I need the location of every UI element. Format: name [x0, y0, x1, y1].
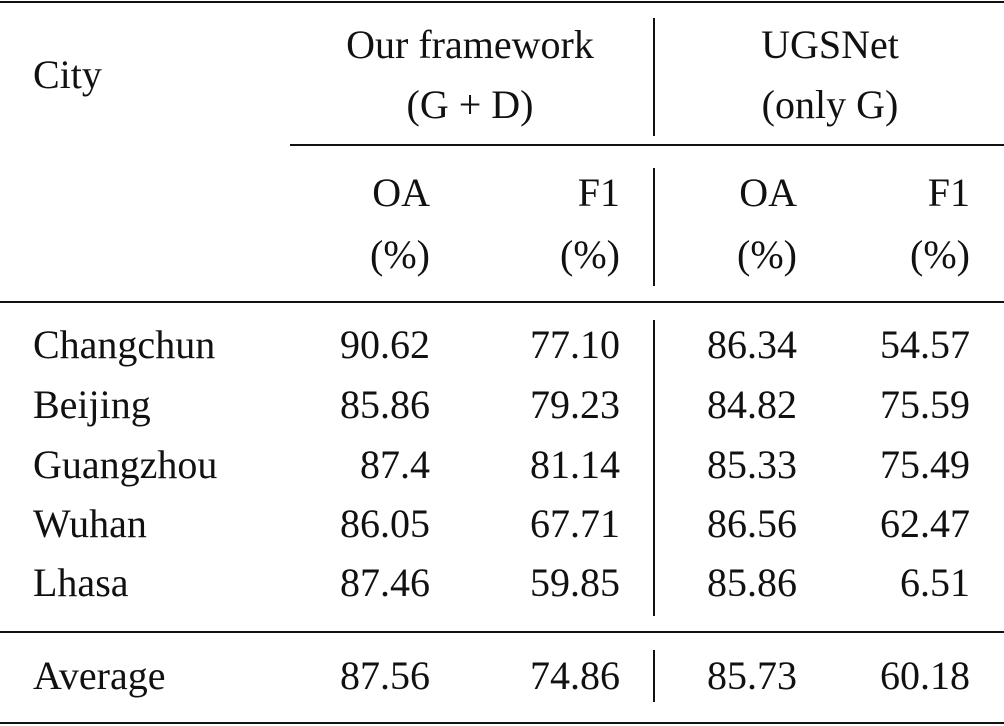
metric-value: 6.51	[900, 560, 970, 605]
average-value: 87.56	[340, 653, 430, 698]
metric-value: 75.59	[880, 382, 970, 427]
column-metric: F1	[927, 170, 970, 215]
average-value: 60.18	[880, 653, 970, 698]
city-name: Changchun	[33, 322, 216, 367]
column-metric: F1	[577, 170, 620, 215]
city-header: City	[33, 52, 102, 97]
average-value: 85.73	[707, 653, 797, 698]
top-rule	[0, 1, 1004, 3]
metric-value: 85.86	[340, 382, 430, 427]
metric-value: 87.46	[340, 560, 430, 605]
metric-value: 90.62	[340, 322, 430, 367]
column-unit: (%)	[370, 232, 430, 277]
metric-value: 85.86	[707, 560, 797, 605]
metric-value: 86.56	[707, 501, 797, 546]
metric-value: 77.10	[530, 322, 620, 367]
group-header: Our framework	[346, 22, 594, 67]
average-value: 74.86	[530, 653, 620, 698]
metric-value: 75.49	[880, 442, 970, 487]
metric-value: 54.57	[880, 322, 970, 367]
column-unit: (%)	[737, 232, 797, 277]
body-rule	[0, 631, 1004, 633]
group-header: UGSNet	[761, 22, 899, 67]
metric-value: 67.71	[530, 501, 620, 546]
metric-value: 87.4	[360, 442, 430, 487]
city-name: Lhasa	[33, 560, 129, 605]
city-name: Beijing	[33, 382, 151, 427]
column-divider	[653, 18, 655, 136]
metric-value: 86.34	[707, 322, 797, 367]
metric-value: 85.33	[707, 442, 797, 487]
column-divider	[653, 650, 655, 702]
column-unit: (%)	[560, 232, 620, 277]
group-rule	[290, 144, 1004, 146]
column-divider	[653, 320, 655, 616]
metric-value: 84.82	[707, 382, 797, 427]
column-metric: OA	[372, 170, 430, 215]
metric-value: 79.23	[530, 382, 620, 427]
bottom-rule	[0, 722, 1004, 724]
metric-value: 81.14	[530, 442, 620, 487]
group-subtitle: (G + D)	[406, 82, 534, 127]
city-name: Guangzhou	[33, 442, 218, 487]
metric-value: 59.85	[530, 560, 620, 605]
metric-value: 62.47	[880, 501, 970, 546]
metric-value: 86.05	[340, 501, 430, 546]
average-label: Average	[33, 653, 166, 698]
column-metric: OA	[739, 170, 797, 215]
city-name: Wuhan	[33, 501, 147, 546]
column-divider	[653, 168, 655, 286]
group-subtitle: (only G)	[761, 82, 899, 127]
header-rule	[0, 301, 1004, 303]
column-unit: (%)	[910, 232, 970, 277]
